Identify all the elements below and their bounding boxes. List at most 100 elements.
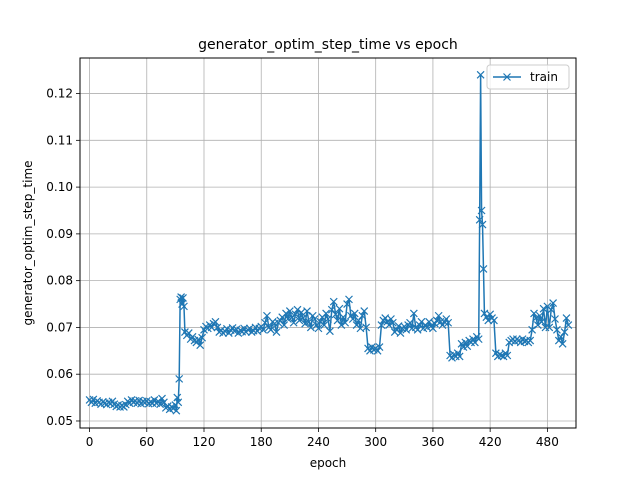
data-point xyxy=(327,305,336,314)
data-point xyxy=(337,321,346,330)
data-point xyxy=(375,343,384,352)
x-tick-label: 420 xyxy=(479,435,502,449)
data-point xyxy=(207,323,216,332)
data-point xyxy=(556,332,565,341)
data-point xyxy=(428,324,437,333)
data-point xyxy=(343,300,352,308)
data-point xyxy=(320,321,329,330)
data-point xyxy=(497,351,506,360)
data-point xyxy=(348,315,357,323)
data-point xyxy=(180,302,188,311)
data-point xyxy=(301,319,310,328)
chart-title: generator_optim_step_time vs epoch xyxy=(198,37,458,53)
data-point xyxy=(335,304,344,313)
data-point xyxy=(537,317,546,326)
x-tick-label: 360 xyxy=(421,435,444,449)
data-point xyxy=(362,323,371,332)
data-point xyxy=(560,328,569,337)
data-point xyxy=(474,335,483,344)
y-tick-label: 0.05 xyxy=(46,414,73,428)
grid xyxy=(80,58,576,428)
x-tick-label: 0 xyxy=(86,435,94,449)
x-tick-label: 240 xyxy=(307,435,330,449)
data-point xyxy=(282,309,290,318)
data-point xyxy=(455,352,464,361)
y-tick-label: 0.08 xyxy=(46,274,73,288)
data-point xyxy=(211,317,220,326)
data-point xyxy=(532,314,540,323)
data-point xyxy=(297,308,306,317)
x-tick-label: 120 xyxy=(193,435,216,449)
data-point xyxy=(177,293,186,301)
data-point xyxy=(547,305,556,314)
data-point xyxy=(156,400,165,409)
data-point xyxy=(175,374,184,383)
data-point xyxy=(261,318,269,327)
data-point xyxy=(354,316,363,325)
legend: train xyxy=(486,64,570,90)
data-point xyxy=(272,328,281,337)
data-point xyxy=(503,351,512,360)
data-point xyxy=(285,307,294,315)
data-point xyxy=(174,398,183,407)
data-point xyxy=(461,338,470,347)
data-point xyxy=(179,294,187,302)
data-point xyxy=(377,321,386,330)
data-point xyxy=(325,327,334,336)
x-tick-label: 60 xyxy=(139,435,154,449)
series-layer xyxy=(85,70,573,415)
data-point xyxy=(402,325,411,334)
x-tick-label: 480 xyxy=(536,435,559,449)
axes-frame xyxy=(79,57,577,429)
data-point xyxy=(476,70,485,79)
data-point xyxy=(287,313,296,322)
data-point xyxy=(291,310,300,319)
data-point xyxy=(339,313,348,322)
data-point xyxy=(266,325,275,334)
data-point xyxy=(549,299,558,308)
data-point xyxy=(284,315,292,323)
data-point xyxy=(289,318,298,327)
y-axis-label: generator_optim_step_time xyxy=(21,160,35,325)
data-point xyxy=(198,333,207,342)
legend-label-train: train xyxy=(530,70,558,84)
data-point xyxy=(350,309,359,318)
data-point xyxy=(551,315,559,323)
data-point xyxy=(477,206,486,215)
data-point xyxy=(535,311,544,320)
data-point xyxy=(173,393,182,402)
data-point xyxy=(263,311,271,320)
data-point xyxy=(541,323,550,332)
data-point xyxy=(306,323,315,332)
data-point xyxy=(425,317,434,326)
data-point xyxy=(387,315,395,323)
data-point xyxy=(526,336,535,345)
legend-marker-x-icon xyxy=(503,73,511,81)
data-point xyxy=(310,315,319,323)
data-point xyxy=(558,339,567,348)
data-point xyxy=(293,305,302,314)
data-point xyxy=(434,311,443,320)
y-tick-label: 0.10 xyxy=(46,180,73,194)
data-point xyxy=(406,318,414,327)
ticks: 0 60 120 180 240 300 360 420 480 0.05 0.06 0.07 0.08… xyxy=(46,87,559,449)
legend-box xyxy=(486,64,570,90)
data-point xyxy=(331,310,340,319)
data-point xyxy=(322,309,331,318)
data-point xyxy=(188,332,197,341)
data-point xyxy=(314,324,323,333)
data-point xyxy=(172,406,181,415)
data-point xyxy=(413,325,422,334)
data-point xyxy=(324,315,332,323)
y-tick-label: 0.09 xyxy=(46,227,73,241)
data-point xyxy=(552,325,561,334)
data-point xyxy=(486,310,495,319)
data-point xyxy=(530,309,538,318)
y-tick-label: 0.07 xyxy=(46,320,73,334)
data-point xyxy=(562,314,571,323)
data-point xyxy=(484,316,493,325)
data-point xyxy=(475,215,484,224)
data-point xyxy=(545,323,554,332)
data-point xyxy=(304,317,313,326)
